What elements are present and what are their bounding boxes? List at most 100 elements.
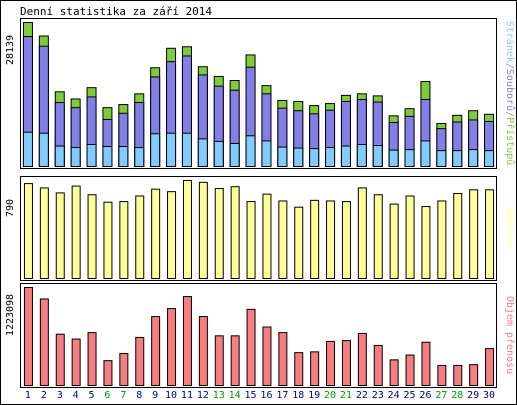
bar-Stránek-3: [54, 145, 65, 167]
bar-Návštěv-16: [262, 193, 272, 279]
legend-part: Návštěv: [504, 207, 516, 249]
x-tick-label: 12: [197, 390, 209, 401]
bar-Návštěv-18: [294, 206, 304, 279]
bar-Stránek-16: [261, 140, 272, 167]
x-tick-label: 6: [104, 390, 110, 401]
bar-Stránek-27: [436, 150, 447, 167]
x-tick-label: 20: [324, 390, 336, 401]
x-tick-label: 19: [308, 390, 320, 401]
bar-Stránek-13: [213, 140, 224, 168]
bar-Návštěv-27: [437, 200, 447, 279]
x-tick-label: 10: [165, 390, 177, 401]
bar-Návštěv-2: [39, 187, 49, 279]
bar-Návštěv-25: [405, 195, 415, 279]
x-tick-label: 16: [260, 390, 272, 401]
bar-Stránek-18: [293, 147, 304, 167]
x-tick-label: 25: [404, 390, 416, 401]
bar-Objem přenosu-28: [453, 364, 463, 387]
x-tick-label: 15: [245, 390, 257, 401]
bar-Stránek-14: [229, 142, 240, 168]
legend-part: Souborů: [504, 69, 516, 111]
bar-Objem přenosu-22: [357, 332, 367, 386]
panel-frame-traffic-counts: [20, 18, 497, 169]
x-tick-label: 5: [89, 390, 95, 401]
bar-Stránek-8: [134, 147, 145, 168]
bar-Návštěv-26: [421, 206, 431, 279]
bar-Objem přenosu-29: [469, 364, 479, 387]
bar-Stránek-7: [118, 146, 129, 167]
bar-Návštěv-12: [198, 181, 208, 280]
bar-Návštěv-4: [71, 185, 81, 279]
bar-Objem přenosu-2: [39, 298, 49, 386]
legend-part: Stránek: [504, 21, 516, 63]
bar-Návštěv-28: [453, 193, 463, 279]
bar-Stránek-1: [22, 131, 33, 168]
panel-legend-label: Objem přenosu: [504, 296, 516, 374]
bar-Návštěv-17: [278, 200, 288, 279]
bar-Objem přenosu-5: [87, 332, 97, 386]
bar-Návštěv-9: [151, 188, 161, 279]
x-tick-label: 26: [419, 390, 431, 401]
bar-Objem přenosu-10: [167, 308, 177, 386]
bar-Objem přenosu-4: [71, 338, 81, 386]
legend-part: Přístupů: [504, 117, 516, 165]
bar-Návštěv-21: [341, 201, 351, 279]
bar-Stránek-10: [166, 132, 177, 167]
panel-ymax-label: 1223098: [5, 294, 16, 336]
bar-Objem přenosu-21: [341, 340, 351, 387]
bar-Objem přenosu-14: [230, 335, 240, 387]
bar-Objem přenosu-30: [485, 348, 495, 386]
bar-Stránek-30: [484, 150, 495, 167]
x-tick-label: 18: [292, 390, 304, 401]
bar-Objem přenosu-23: [373, 344, 383, 387]
bar-Návštěv-29: [469, 189, 479, 280]
bar-Návštěv-14: [230, 186, 240, 279]
x-tick-label: 17: [276, 390, 288, 401]
bar-Stránek-19: [309, 148, 320, 167]
bar-Objem přenosu-6: [103, 360, 113, 387]
bar-Návštěv-10: [167, 191, 177, 279]
bar-Stránek-9: [150, 133, 161, 168]
bar-Objem přenosu-1: [23, 287, 33, 386]
bar-Objem přenosu-3: [55, 333, 65, 386]
x-tick-label: 11: [181, 390, 193, 401]
x-tick-label: 3: [57, 390, 63, 401]
bar-Návštěv-11: [182, 180, 192, 279]
bar-Stránek-23: [372, 145, 383, 168]
x-tick-label: 14: [229, 390, 241, 401]
bar-Objem přenosu-12: [198, 316, 208, 387]
bar-Objem přenosu-20: [326, 340, 336, 387]
bar-Stránek-26: [420, 140, 431, 167]
bar-Stránek-6: [102, 146, 113, 167]
bar-Návštěv-6: [103, 201, 113, 279]
x-tick-label: 27: [435, 390, 447, 401]
bar-Objem přenosu-15: [246, 308, 256, 386]
chart-title: Denní statistika za září 2014: [20, 5, 212, 18]
bar-Návštěv-19: [310, 199, 320, 279]
bar-Stránek-5: [86, 143, 97, 167]
bar-Stránek-22: [356, 143, 367, 167]
bar-Stránek-29: [468, 149, 479, 168]
bar-Stránek-25: [404, 149, 415, 168]
bar-Stránek-2: [38, 132, 49, 167]
bar-Objem přenosu-17: [278, 332, 288, 386]
bar-Stránek-15: [245, 135, 256, 168]
bar-Objem přenosu-18: [294, 352, 304, 386]
bar-Objem přenosu-8: [135, 336, 145, 386]
bar-Návštěv-3: [55, 192, 65, 279]
x-tick-label: 23: [372, 390, 384, 401]
bar-Návštěv-30: [485, 189, 495, 280]
panel-frame-visits: [20, 176, 497, 281]
bar-Návštěv-22: [357, 187, 367, 279]
bar-Objem přenosu-16: [262, 326, 272, 386]
legend-part: /: [504, 63, 515, 69]
x-tick-label: 4: [73, 390, 79, 401]
x-tick-label: 2: [41, 390, 47, 401]
bar-Stránek-12: [197, 138, 208, 167]
bar-Návštěv-13: [214, 188, 224, 279]
bar-Stránek-4: [70, 147, 81, 168]
bar-Návštěv-23: [373, 194, 383, 279]
bar-Objem přenosu-27: [437, 364, 447, 387]
